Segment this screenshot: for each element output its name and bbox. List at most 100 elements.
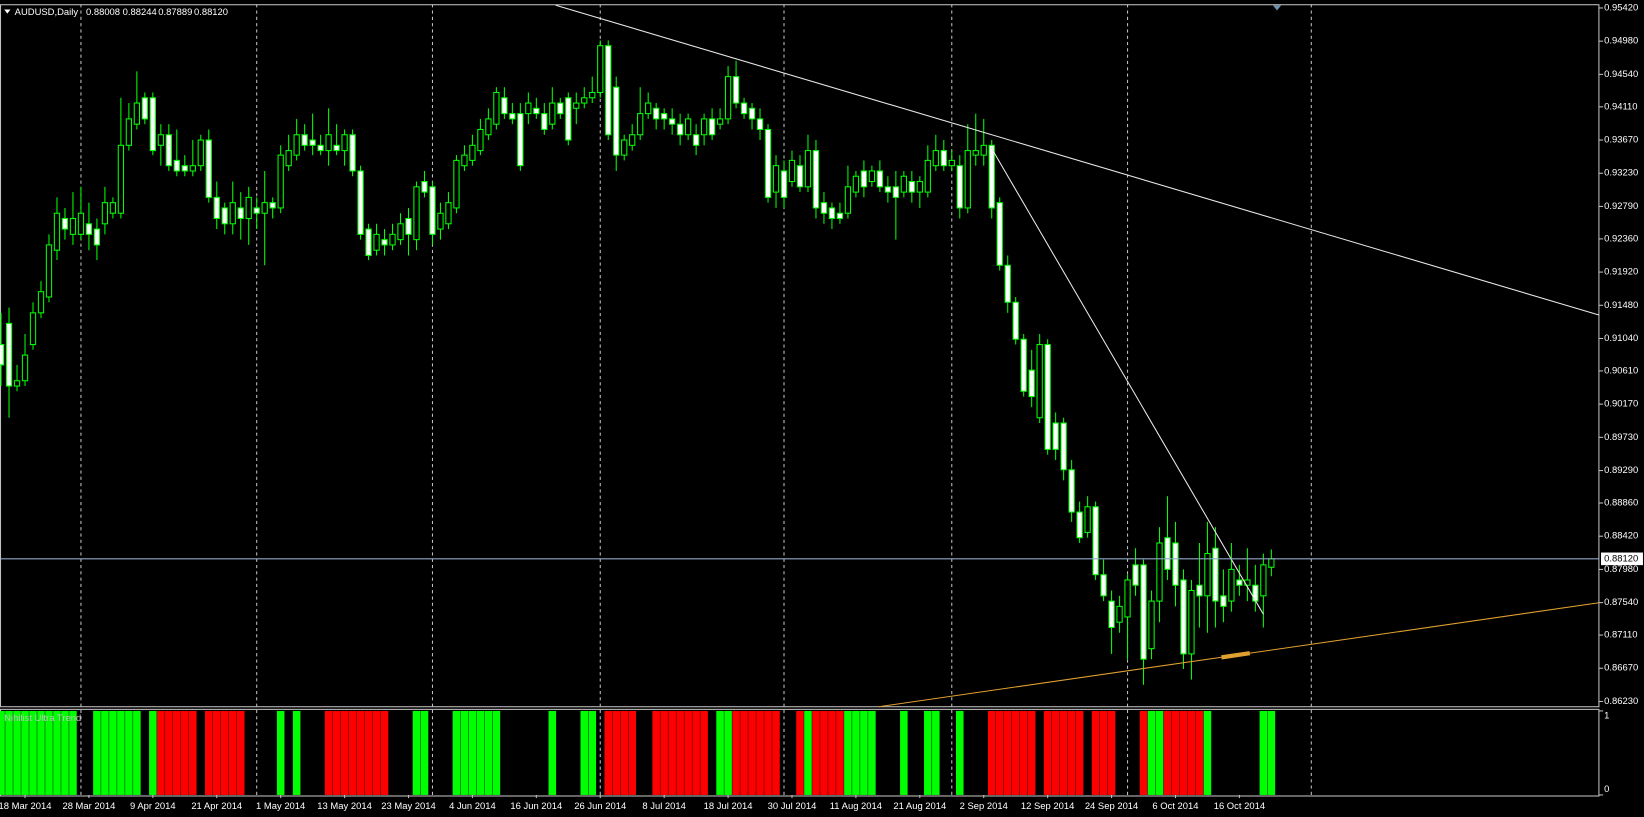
- indicator-bar: [684, 710, 692, 795]
- y-tick-label: 0.87110: [1604, 630, 1637, 641]
- ohlc-close: 0.88120: [194, 7, 228, 18]
- indicator-bar: [1155, 710, 1164, 795]
- x-tick-label: 18 Jul 2014: [704, 801, 753, 812]
- price-label: 0.88120: [1604, 553, 1638, 564]
- trend-line: [990, 146, 1264, 615]
- indicator-bar: [604, 710, 613, 795]
- candle-body: [1108, 600, 1115, 629]
- candle-body: [716, 118, 724, 125]
- y-tick-label: 0.88860: [1604, 497, 1638, 508]
- indicator-bar: [1091, 710, 1100, 795]
- x-tick-label: 13 May 2014: [317, 801, 372, 812]
- candle-body: [365, 228, 372, 257]
- y-tick-label: 0.93670: [1604, 135, 1638, 146]
- indicator-bar: [276, 710, 285, 795]
- candle-body: [37, 291, 45, 314]
- indicator-bar: [69, 710, 77, 795]
- candle-body: [1252, 584, 1259, 602]
- indicator-y-tick-label: 1: [1604, 711, 1609, 722]
- candle-body: [141, 97, 149, 120]
- indicator-bar: [332, 710, 341, 795]
- candle-body: [589, 91, 596, 99]
- candle-body: [868, 170, 876, 183]
- candle-body: [565, 97, 572, 141]
- candle-body: [645, 102, 652, 115]
- candle-body: [1132, 564, 1139, 586]
- indicator-bar: [125, 710, 133, 795]
- candle-body: [629, 134, 636, 146]
- candle-body: [61, 217, 69, 230]
- candle-body: [85, 223, 93, 235]
- indicator-bar: [1267, 710, 1276, 795]
- candle-body: [269, 202, 276, 209]
- x-tick-label: 16 Oct 2014: [1214, 801, 1265, 812]
- candle-body: [333, 144, 340, 152]
- indicator-bar: [348, 710, 357, 795]
- candle-body: [676, 123, 684, 136]
- candle-body: [692, 134, 700, 146]
- candle-body: [117, 144, 125, 214]
- candle-body: [453, 159, 460, 209]
- indicator-bar: [1011, 710, 1020, 795]
- indicator-bar: [820, 710, 828, 795]
- candle-body: [573, 102, 580, 109]
- indicator-bar: [764, 710, 772, 795]
- candle-body: [1196, 584, 1203, 597]
- candle-body: [437, 212, 444, 230]
- x-tick-label: 16 Jun 2014: [510, 801, 562, 812]
- candle-body: [988, 144, 995, 209]
- candle-body: [533, 107, 540, 115]
- candle-body: [325, 134, 332, 152]
- x-tick-label: 11 Aug 2014: [830, 801, 882, 812]
- candle-body: [1164, 537, 1171, 570]
- candle-body: [1036, 344, 1043, 419]
- x-tick-label: 18 Mar 2014: [0, 801, 51, 812]
- indicator-bar: [860, 710, 868, 795]
- indicator-bar: [1259, 710, 1268, 795]
- indicator-bar: [133, 710, 141, 795]
- candle-body: [357, 170, 364, 235]
- indicator-bar: [460, 710, 469, 795]
- y-tick-label: 0.89290: [1604, 465, 1638, 476]
- x-tick-label: 2 Sep 2014: [960, 801, 1008, 812]
- candle-body: [125, 118, 133, 146]
- indicator-bar: [868, 710, 876, 795]
- candle-body: [581, 97, 588, 104]
- candle-body: [189, 165, 196, 172]
- price-label-box: [1601, 552, 1643, 566]
- indicator-bar: [932, 710, 940, 795]
- indicator-bar: [101, 710, 109, 795]
- candle-body: [341, 134, 348, 152]
- candle-body: [740, 102, 748, 115]
- candle-body: [1204, 553, 1211, 597]
- candle-body: [469, 144, 476, 161]
- x-tick-label: 30 Jul 2014: [768, 801, 817, 812]
- indicator-bar: [692, 710, 700, 795]
- indicator-bar: [412, 710, 421, 795]
- y-tick-label: 0.86230: [1604, 696, 1638, 707]
- candle-body: [1228, 568, 1235, 602]
- candle-body: [597, 45, 604, 94]
- y-tick-label: 0.92360: [1604, 233, 1638, 244]
- indicator-bar: [149, 710, 157, 795]
- candle-body: [613, 86, 620, 156]
- candle-body: [493, 91, 500, 125]
- candle-body: [876, 170, 884, 188]
- candle-body: [165, 134, 172, 167]
- candle-body: [485, 118, 492, 136]
- indicator-bar: [236, 710, 245, 795]
- indicator-bar: [732, 710, 740, 795]
- y-tick-label: 0.88420: [1604, 531, 1638, 542]
- candle-body: [748, 107, 756, 120]
- candle-body: [980, 144, 987, 156]
- candle-body: [445, 202, 452, 225]
- indicator-bar: [37, 710, 45, 795]
- candle-body: [349, 134, 356, 172]
- candle-body: [852, 175, 860, 193]
- indicator-bar: [452, 710, 461, 795]
- marks: [0, 40, 1276, 795]
- x-tick-label: 26 Jun 2014: [574, 801, 626, 812]
- y-tick-label: 0.90170: [1604, 399, 1638, 410]
